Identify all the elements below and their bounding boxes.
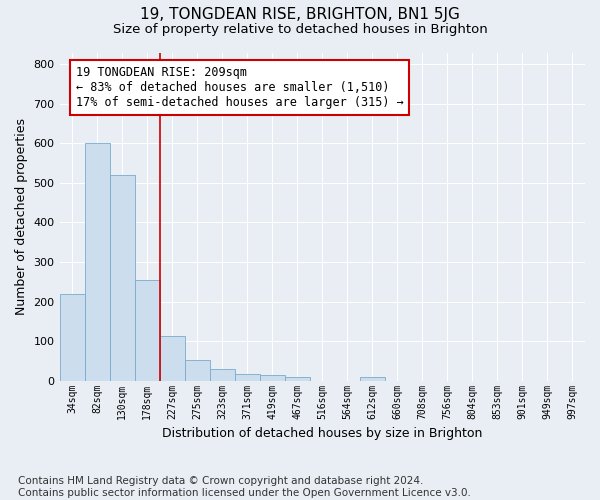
Bar <box>59 294 85 380</box>
Bar <box>185 360 209 380</box>
Text: Size of property relative to detached houses in Brighton: Size of property relative to detached ho… <box>113 22 487 36</box>
Bar <box>160 336 185 380</box>
Bar <box>209 369 235 380</box>
Y-axis label: Number of detached properties: Number of detached properties <box>15 118 28 315</box>
Bar <box>235 374 260 380</box>
Bar <box>134 280 160 380</box>
Text: 19 TONGDEAN RISE: 209sqm
← 83% of detached houses are smaller (1,510)
17% of sem: 19 TONGDEAN RISE: 209sqm ← 83% of detach… <box>76 66 404 110</box>
Bar <box>260 375 285 380</box>
Text: Contains HM Land Registry data © Crown copyright and database right 2024.
Contai: Contains HM Land Registry data © Crown c… <box>18 476 471 498</box>
Bar <box>85 144 110 380</box>
Bar <box>285 376 310 380</box>
X-axis label: Distribution of detached houses by size in Brighton: Distribution of detached houses by size … <box>162 427 482 440</box>
Bar <box>110 175 134 380</box>
Bar <box>360 378 385 380</box>
Text: 19, TONGDEAN RISE, BRIGHTON, BN1 5JG: 19, TONGDEAN RISE, BRIGHTON, BN1 5JG <box>140 8 460 22</box>
